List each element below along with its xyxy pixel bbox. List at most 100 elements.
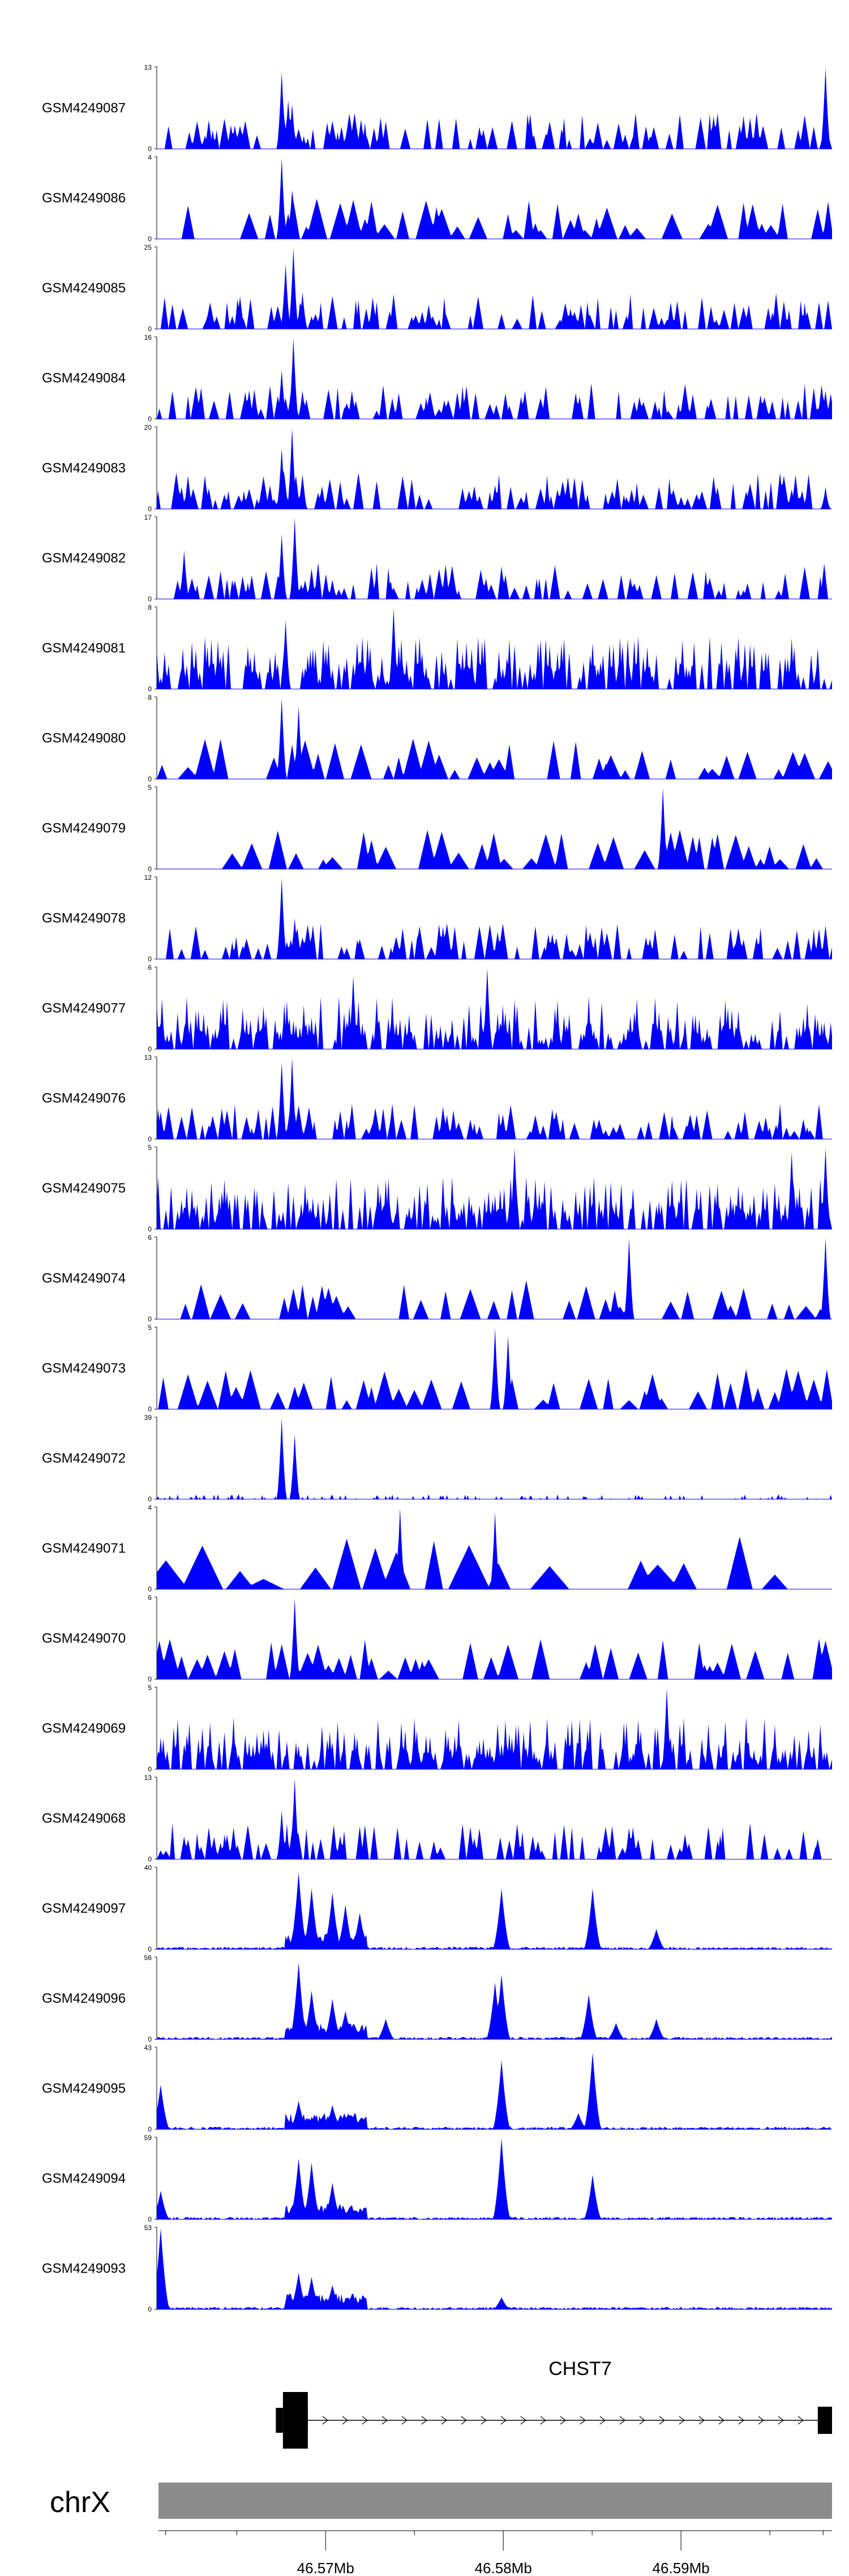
y-axis-min-label: 0 <box>148 2215 152 2223</box>
track-label: GSM4249080 <box>42 731 126 746</box>
gene-name-label: CHST7 <box>548 2358 611 2380</box>
track-label: GSM4249079 <box>42 821 126 836</box>
y-axis-min-label: 0 <box>148 1045 152 1053</box>
signal-area <box>157 1872 832 1949</box>
y-axis-max-label: 6 <box>148 1594 152 1602</box>
signal-tracks: GSM4249087130GSM424908640GSM4249085250GS… <box>42 63 832 2313</box>
track-GSM4249069: GSM4249069 5 0 <box>42 1684 832 1773</box>
gene-strand-arrows <box>302 2416 804 2425</box>
y-axis-min-label: 0 <box>148 1945 152 1953</box>
track-label: GSM4249096 <box>42 1991 126 2006</box>
y-axis-min-label: 0 <box>148 2125 152 2133</box>
track-GSM4249071: GSM4249071 4 0 <box>42 1504 832 1593</box>
strand-chevron <box>481 2416 487 2425</box>
y-axis-max-label: 6 <box>148 964 152 972</box>
signal-area <box>157 2052 832 2129</box>
signal-area <box>157 788 832 869</box>
y-axis-min-label: 0 <box>148 325 152 333</box>
gene-exon-coding <box>282 2392 308 2449</box>
y-axis-min-label: 0 <box>148 865 152 873</box>
y-axis-max-label: 13 <box>144 1054 152 1062</box>
y-axis-max-label: 13 <box>144 1774 152 1782</box>
track-GSM4249096: GSM4249096 56 0 <box>42 1954 832 2043</box>
y-axis-min-label: 0 <box>148 505 152 513</box>
signal-area <box>157 2228 832 2309</box>
strand-chevron <box>599 2416 606 2425</box>
strand-chevron <box>362 2416 368 2425</box>
strand-chevron <box>441 2416 447 2425</box>
signal-area <box>157 2138 832 2219</box>
track-label: GSM4249086 <box>42 191 126 206</box>
track-label: GSM4249071 <box>42 1541 126 1556</box>
track-GSM4249076: GSM4249076 13 0 <box>42 1054 832 1143</box>
track-GSM4249093: GSM4249093 53 0 <box>42 2224 832 2313</box>
track-label: GSM4249076 <box>42 1091 126 1106</box>
track-label: GSM4249069 <box>42 1721 126 1736</box>
y-axis-min-label: 0 <box>148 1585 152 1593</box>
strand-chevron <box>322 2416 328 2425</box>
y-axis-min-label: 0 <box>148 1225 152 1233</box>
strand-chevron <box>520 2416 526 2425</box>
strand-chevron <box>758 2416 764 2425</box>
track-label: GSM4249094 <box>42 2171 126 2186</box>
track-GSM4249085: GSM4249085 25 0 <box>42 243 832 333</box>
gene-exon <box>817 2407 832 2434</box>
y-axis-max-label: 56 <box>144 1954 152 1962</box>
signal-area <box>157 158 832 239</box>
y-axis-max-label: 4 <box>148 153 152 161</box>
signal-area <box>157 248 832 329</box>
y-axis-max-label: 4 <box>148 1504 152 1512</box>
signal-area <box>157 1962 832 2039</box>
strand-chevron <box>401 2416 408 2425</box>
track-GSM4249077: GSM4249077 6 0 <box>42 964 832 1053</box>
y-axis-max-label: 17 <box>144 514 152 521</box>
strand-chevron <box>500 2416 507 2425</box>
track-GSM4249097: GSM4249097 40 0 <box>42 1864 832 1953</box>
y-axis-min-label: 0 <box>148 2035 152 2043</box>
y-axis-min-label: 0 <box>148 2305 152 2313</box>
chromosome-name: chrX <box>50 2486 110 2519</box>
strand-chevron <box>421 2416 427 2425</box>
track-label: GSM4249074 <box>42 1271 126 1286</box>
track-GSM4249094: GSM4249094 59 0 <box>42 2134 832 2223</box>
y-axis-max-label: 8 <box>148 694 152 701</box>
y-axis-max-label: 16 <box>144 333 152 341</box>
track-GSM4249079: GSM4249079 5 0 <box>42 784 832 873</box>
track-label: GSM4249070 <box>42 1631 126 1646</box>
strand-chevron <box>679 2416 685 2425</box>
track-GSM4249087: GSM4249087 13 0 <box>42 63 832 153</box>
y-axis-max-label: 5 <box>148 1144 152 1152</box>
track-GSM4249086: GSM4249086 4 0 <box>42 153 832 243</box>
track-label: GSM4249077 <box>42 1001 126 1016</box>
y-axis-max-label: 59 <box>144 2134 152 2142</box>
track-GSM4249075: GSM4249075 5 0 <box>42 1144 832 1233</box>
signal-area <box>157 698 832 779</box>
chromosome-track: chrX <box>50 2483 832 2519</box>
strand-chevron <box>797 2416 804 2425</box>
signal-area <box>157 1688 832 1769</box>
chromosome-ideogram-bar <box>158 2483 832 2519</box>
track-label: GSM4249084 <box>42 371 126 386</box>
signal-area <box>157 1598 832 1679</box>
signal-area <box>157 1418 832 1499</box>
y-axis-min-label: 0 <box>148 1405 152 1413</box>
track-label: GSM4249082 <box>42 551 126 566</box>
strand-chevron <box>718 2416 724 2425</box>
strand-chevron <box>560 2416 566 2425</box>
track-GSM4249078: GSM4249078 12 0 <box>42 874 832 963</box>
track-GSM4249073: GSM4249073 5 0 <box>42 1324 832 1413</box>
track-GSM4249095: GSM4249095 43 0 <box>42 2044 832 2133</box>
y-axis-max-label: 12 <box>144 874 152 882</box>
y-axis-min-label: 0 <box>148 1495 152 1503</box>
y-axis-min-label: 0 <box>148 775 152 783</box>
track-label: GSM4249095 <box>42 2081 126 2096</box>
track-label: GSM4249073 <box>42 1361 126 1376</box>
strand-chevron <box>619 2416 625 2425</box>
y-axis-min-label: 0 <box>148 1135 152 1143</box>
track-label: GSM4249068 <box>42 1811 126 1826</box>
strand-chevron <box>698 2416 705 2425</box>
signal-area <box>157 518 832 599</box>
track-label: GSM4249093 <box>42 2261 126 2277</box>
y-axis-max-label: 53 <box>144 2224 152 2232</box>
